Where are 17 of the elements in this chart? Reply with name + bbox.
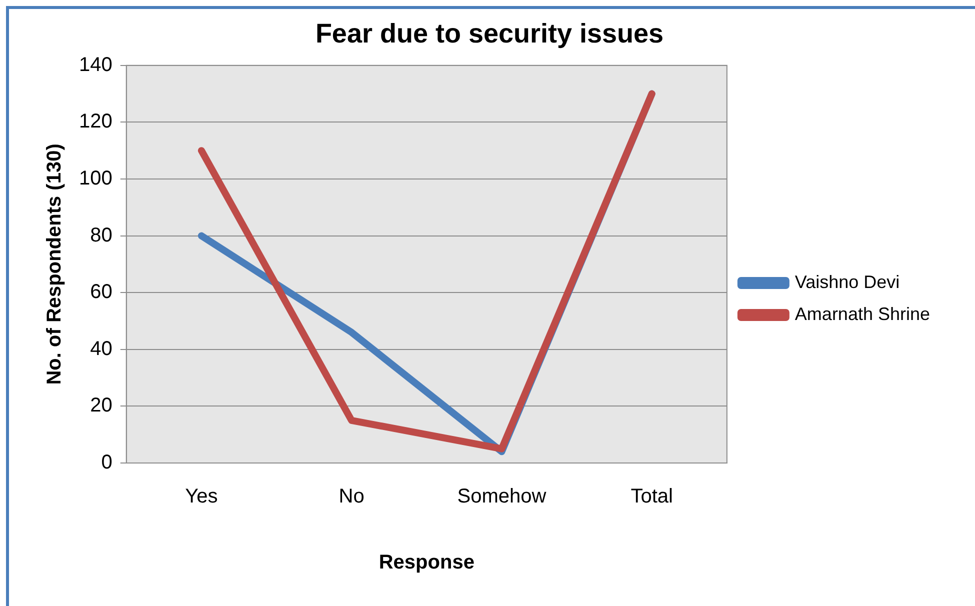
y-tick-label: 80: [90, 224, 112, 246]
y-axis-title: No. of Respondents (130): [44, 144, 66, 385]
x-tick-label: Total: [630, 486, 673, 508]
y-tick-label: 120: [78, 110, 112, 133]
y-tick-label: 40: [90, 338, 112, 360]
y-tick-label: 100: [78, 168, 112, 190]
y-tick-label: 20: [90, 394, 112, 417]
chart-title: Fear due to security issues: [315, 18, 664, 49]
x-axis-title: Response: [378, 552, 474, 574]
x-tick-label: No: [338, 486, 364, 508]
legend-label: Vaishno Devi: [794, 272, 900, 292]
legend-label: Amarnath Shrine: [794, 304, 930, 324]
x-tick-label: Yes: [185, 486, 218, 508]
x-tick-label: Somehow: [457, 486, 547, 508]
y-tick-label: 140: [78, 54, 112, 76]
y-tick-label: 60: [90, 281, 112, 304]
y-tick-label: 0: [101, 452, 112, 474]
